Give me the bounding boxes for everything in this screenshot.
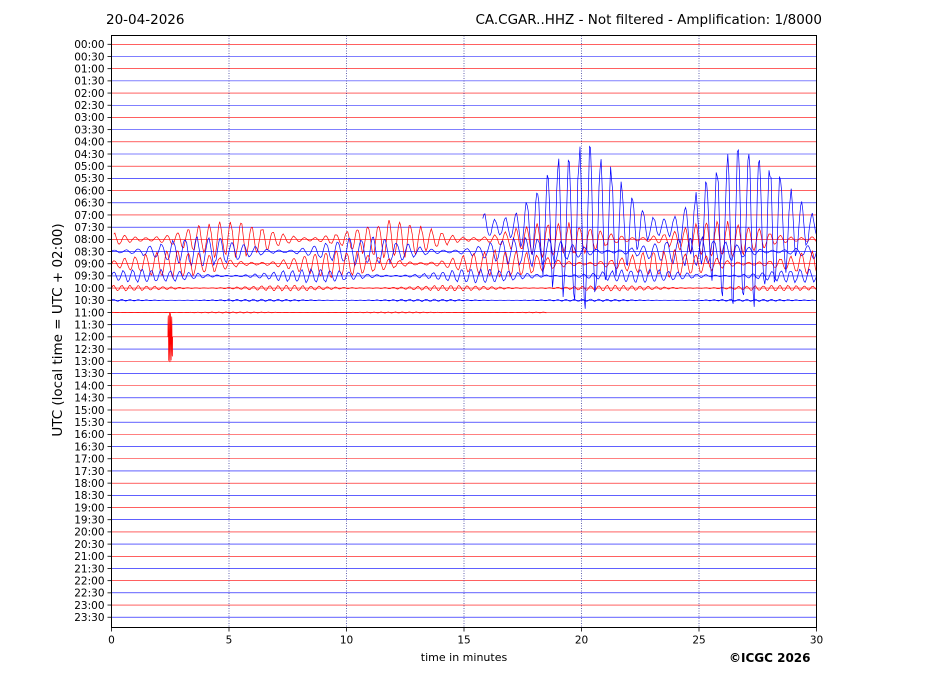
y-tick-label: 14:30 [74,393,104,405]
y-tick-label: 09:30 [74,271,104,283]
y-tick-label: 20:30 [74,539,104,551]
x-tick-label: 0 [108,635,115,647]
y-tick-label: 12:30 [74,344,104,356]
x-tick-label: 5 [226,635,233,647]
y-tick-label: 03:30 [74,124,104,136]
y-tick-label: 00:30 [74,51,104,63]
header-date: 20-04-2026 [106,12,185,28]
y-tick-label: 06:00 [74,185,104,197]
y-tick-label: 18:00 [74,478,104,490]
y-axis-title: UTC (local time = UTC + 02:00) [50,223,66,437]
y-tick-label: 22:00 [74,575,104,587]
y-tick-label: 07:30 [74,222,104,234]
y-tick-label: 09:00 [74,259,104,271]
y-tick-label: 23:30 [74,612,104,624]
y-tick-label: 17:30 [74,466,104,478]
y-tick-label: 18:30 [74,490,104,502]
y-tick-label: 13:30 [74,368,104,380]
x-tick-label: 30 [810,635,823,647]
y-axis-ticks: 00:0000:3001:0001:3002:0002:3003:0003:30… [74,39,112,624]
x-tick-label: 25 [692,635,705,647]
y-tick-label: 23:00 [74,600,104,612]
header-title: CA.CGAR..HHZ - Not filtered - Amplificat… [475,12,822,28]
vertical-gridlines [228,35,700,628]
y-tick-label: 08:00 [74,234,104,246]
y-tick-label: 02:30 [74,100,104,112]
y-tick-label: 01:30 [74,76,104,88]
y-tick-label: 11:00 [74,307,104,319]
y-tick-label: 21:00 [74,551,104,563]
y-tick-label: 14:00 [74,380,104,392]
y-tick-label: 12:00 [74,332,104,344]
y-tick-label: 13:00 [74,356,104,368]
y-tick-label: 04:00 [74,137,104,149]
y-tick-label: 08:30 [74,246,104,258]
trace-0830 [111,235,817,268]
y-tick-label: 16:00 [74,429,104,441]
y-tick-label: 10:00 [74,283,104,295]
y-tick-label: 00:00 [74,39,104,51]
x-tick-label: 15 [457,635,470,647]
y-tick-label: 05:30 [74,173,104,185]
y-tick-label: 01:00 [74,63,104,75]
y-tick-label: 19:00 [74,502,104,514]
trace-0900 [111,248,817,279]
y-tick-label: 15:00 [74,405,104,417]
trace-1100 [111,311,547,314]
trace-0730 [482,145,817,309]
trace-0930 [111,268,817,284]
x-tick-label: 20 [575,635,588,647]
x-tick-label: 10 [340,635,353,647]
y-tick-label: 22:30 [74,588,104,600]
y-tick-label: 19:30 [74,515,104,527]
y-tick-label: 17:00 [74,454,104,466]
y-tick-label: 21:30 [74,563,104,575]
x-axis-ticks: 0 5 10 15 20 25 30 [108,627,823,647]
y-tick-label: 04:30 [74,149,104,161]
y-tick-label: 20:00 [74,527,104,539]
y-tick-label: 03:00 [74,112,104,124]
y-tick-label: 02:00 [74,88,104,100]
y-tick-label: 11:30 [74,319,104,331]
y-tick-label: 05:00 [74,161,104,173]
trace-1200 [167,312,173,363]
trace-1000 [111,284,817,292]
copyright-label: ©ICGC 2026 [729,651,811,665]
y-tick-label: 16:30 [74,441,104,453]
y-tick-label: 06:30 [74,198,104,210]
y-tick-label: 07:00 [74,210,104,222]
seismic-traces [111,145,817,363]
y-tick-label: 10:30 [74,295,104,307]
x-axis-title: time in minutes [420,651,508,664]
y-tick-label: 15:30 [74,417,104,429]
trace-1030 [111,298,817,302]
